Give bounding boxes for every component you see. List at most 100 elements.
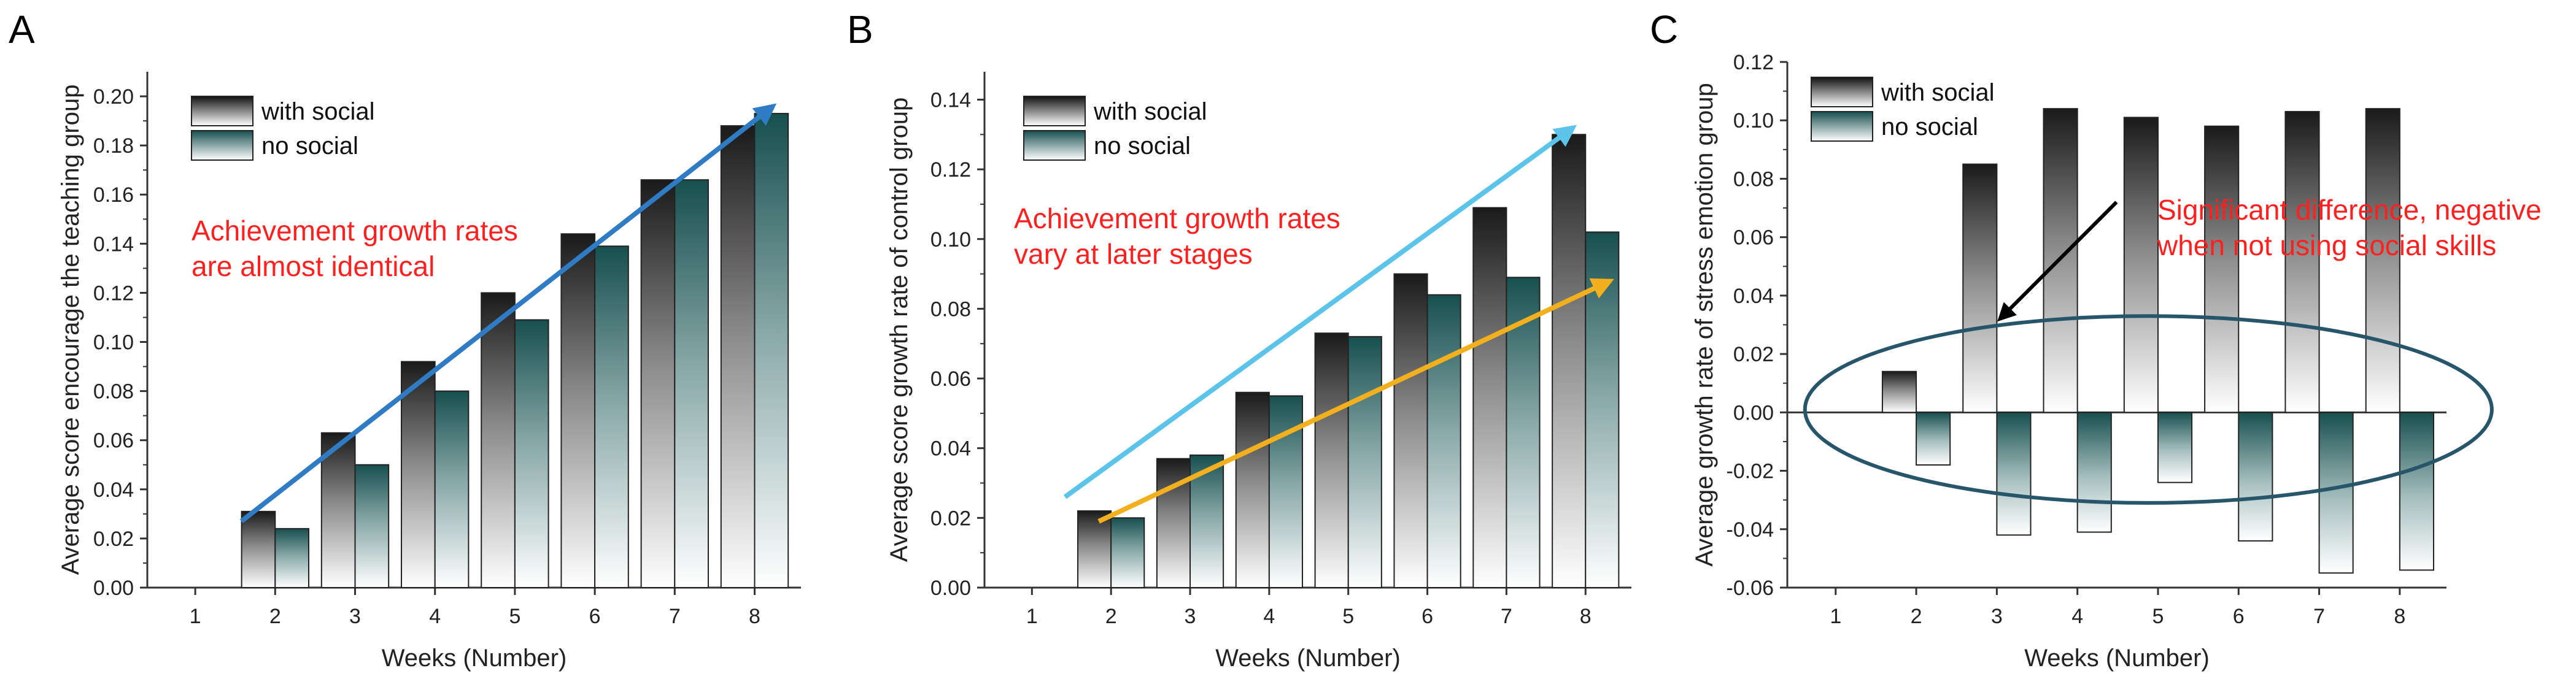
bar-no-social xyxy=(354,464,390,588)
panel-letter: B xyxy=(847,7,873,52)
bar-with-social xyxy=(1393,273,1428,588)
legend-label: with social xyxy=(261,98,375,125)
x-tick-label: 8 xyxy=(1580,605,1592,628)
y-tick-label: -0.04 xyxy=(1727,518,1774,542)
y-tick-label: 0.02 xyxy=(1733,343,1774,366)
annotation-text: Achievement growth rates xyxy=(1014,202,1340,234)
bar-with-social xyxy=(1235,391,1270,589)
x-tick-label: 7 xyxy=(2313,605,2325,628)
x-tick-label: 1 xyxy=(1026,605,1038,628)
y-tick-label: 0.00 xyxy=(93,577,134,600)
x-tick-label: 2 xyxy=(1105,605,1117,628)
bar-with-social xyxy=(1077,510,1112,589)
panel-c: C -0.06 -0.04 -0.02 0.00 0.02 0.04 0.06 0.08 0.10… xyxy=(1650,7,2542,672)
legend: with social no social xyxy=(1811,77,1995,142)
bar-with-social xyxy=(2043,108,2078,413)
annotation-text: Significant difference, negative xyxy=(2157,194,2542,226)
panel-letter: A xyxy=(9,7,35,52)
legend: with social no social xyxy=(191,96,375,161)
legend-label: with social xyxy=(1881,79,1995,106)
y-tick-label: 0.10 xyxy=(1733,109,1774,132)
y-tick-label: 0.12 xyxy=(1733,51,1774,74)
y-tick-label: 0.12 xyxy=(93,282,134,305)
trend-arrow-with-social xyxy=(1063,125,1577,499)
y-tick-label: 0.10 xyxy=(93,331,134,355)
x-tick-label: 8 xyxy=(2394,605,2405,628)
bar-with-social xyxy=(1962,163,1998,413)
y-tick-label: 0.00 xyxy=(930,577,971,600)
pointer-arrow xyxy=(1997,201,2118,322)
annotation-text: Achievement growth rates xyxy=(191,215,518,247)
bar-no-social xyxy=(674,179,709,588)
y-tick-label: -0.06 xyxy=(1727,577,1774,600)
y-tick-label: 0.14 xyxy=(930,88,971,112)
x-tick-label: 6 xyxy=(2233,605,2245,628)
x-tick-label: 3 xyxy=(349,605,361,628)
bar-with-social xyxy=(560,233,596,589)
bar-no-social xyxy=(2318,412,2354,574)
x-tick-label: 4 xyxy=(2071,605,2083,628)
y-tick-label: 0.12 xyxy=(930,158,971,182)
bar-with-social xyxy=(1472,207,1507,588)
y-tick-label: 0.20 xyxy=(93,85,134,109)
bar-with-social xyxy=(2365,108,2400,413)
x-axis-label: Weeks (Number) xyxy=(382,645,567,672)
y-tick-label: 0.14 xyxy=(93,232,134,256)
bar-no-social xyxy=(594,245,629,589)
legend-label: no social xyxy=(1094,132,1191,159)
x-tick-label: 5 xyxy=(1342,605,1354,628)
panel-letter: C xyxy=(1650,7,1678,52)
x-tick-label: 6 xyxy=(1421,605,1433,628)
bar-no-social xyxy=(274,527,309,589)
bar-with-social xyxy=(2204,125,2240,413)
trend-arrow xyxy=(239,103,777,524)
y-tick-label: 0.02 xyxy=(93,527,134,551)
legend: with social no social xyxy=(1023,96,1207,161)
annotation-text: vary at later stages xyxy=(1014,238,1253,270)
bar-with-social xyxy=(320,432,356,589)
bar-with-social xyxy=(241,510,276,588)
bar-no-social xyxy=(2399,412,2434,571)
bar-with-social xyxy=(1314,332,1349,588)
y-tick-label: 0.06 xyxy=(1733,226,1774,250)
bar-no-social xyxy=(2157,412,2193,483)
x-axis-label: Weeks (Number) xyxy=(2024,645,2210,672)
highlight-ellipse xyxy=(1803,314,2494,505)
y-axis-label: Average score encourage the teaching gro… xyxy=(57,85,84,575)
bar-with-social xyxy=(481,292,516,588)
trend-arrow-no-social xyxy=(1097,278,1614,524)
bar-with-social xyxy=(2284,110,2320,413)
bar-no-social xyxy=(514,319,549,588)
bar-with-social xyxy=(1881,370,1917,413)
y-tick-label: -0.02 xyxy=(1727,460,1774,483)
panel-a: A 0.00 0.02 0.04 0.06 0.08 0.10 0.12 0.14 0.16 0.1… xyxy=(9,7,801,672)
bar-no-social xyxy=(434,390,470,588)
y-tick-label: 0.04 xyxy=(930,437,971,461)
y-tick-label: 0.08 xyxy=(1733,167,1774,191)
x-tick-label: 5 xyxy=(2152,605,2164,628)
y-tick-label: 0.04 xyxy=(1733,285,1774,308)
x-tick-label: 2 xyxy=(1911,605,1922,628)
y-tick-label: 0.18 xyxy=(93,134,134,158)
x-tick-label: 2 xyxy=(269,605,281,628)
legend-swatch-with-social xyxy=(191,96,253,126)
legend-label: no social xyxy=(1881,113,1978,140)
legend-swatch-with-social xyxy=(1811,77,1873,107)
x-tick-label: 3 xyxy=(1991,605,2003,628)
bar-with-social xyxy=(640,179,676,588)
bar-no-social xyxy=(1996,412,2032,536)
x-tick-label: 6 xyxy=(589,605,601,628)
panel-b: B 0.00 0.02 0.04 0.06 0.08 0.10 0.12 0.14 1 2 3 4 5 6 7… xyxy=(847,7,1631,672)
bar-no-social xyxy=(2076,412,2112,533)
bar-with-social xyxy=(1552,134,1587,588)
x-tick-label: 1 xyxy=(190,605,201,628)
y-tick-label: 0.02 xyxy=(930,507,971,530)
x-tick-label: 1 xyxy=(1830,605,1841,628)
x-tick-label: 4 xyxy=(429,605,441,628)
bar-no-social xyxy=(2238,412,2273,542)
bar-with-social xyxy=(1156,458,1191,588)
bar-with-social xyxy=(720,125,756,589)
legend-swatch-no-social xyxy=(1023,130,1086,161)
legend-label: no social xyxy=(261,132,358,159)
